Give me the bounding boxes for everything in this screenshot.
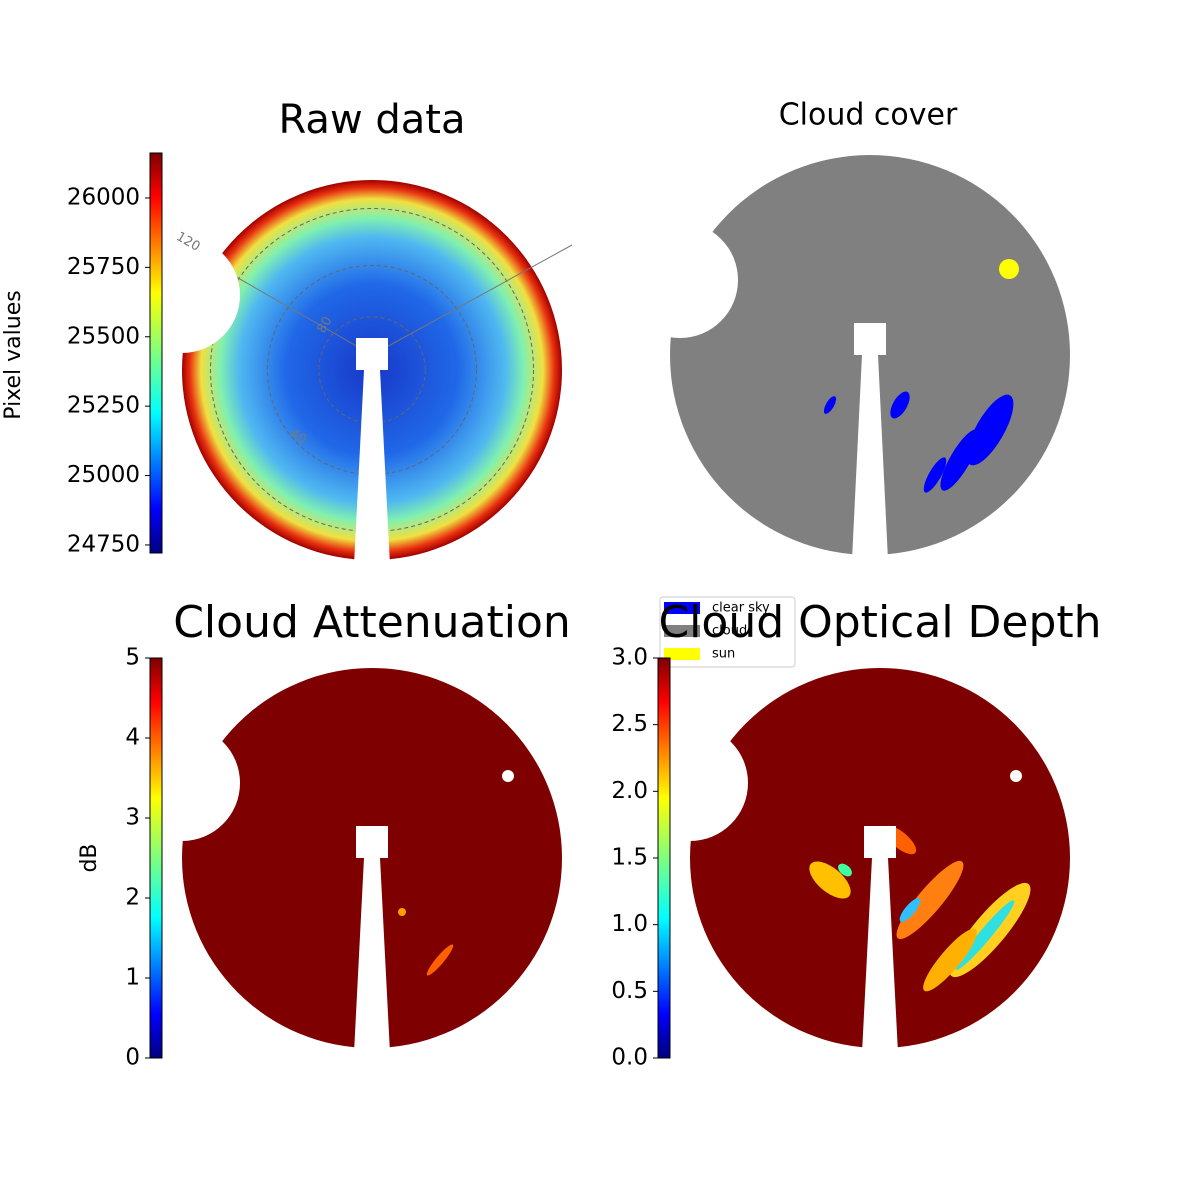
colorbar-tick-label: 24750 <box>67 531 140 557</box>
panel-title: Cloud Attenuation <box>173 597 571 648</box>
colorbar-tick-label: 4 <box>125 725 140 751</box>
legend-label: cloud <box>712 624 747 639</box>
colorbar-tick-label: 2.5 <box>611 711 648 737</box>
region <box>426 944 454 976</box>
region <box>940 429 980 491</box>
mask <box>864 826 896 858</box>
colorbar-tick-label: 0.5 <box>611 978 648 1004</box>
mask <box>852 355 888 560</box>
region <box>923 928 977 992</box>
legend-swatch <box>664 648 700 660</box>
colorbar-label: dB <box>77 843 102 872</box>
region <box>823 396 837 414</box>
region <box>397 908 406 916</box>
colorbar <box>657 657 671 1059</box>
region <box>923 457 947 493</box>
colorbar-tick-label: 1 <box>125 965 140 991</box>
colorbar-tick-label: 3 <box>125 805 140 831</box>
mask <box>124 237 240 353</box>
colorbar <box>149 152 163 554</box>
polar-axis <box>371 244 573 356</box>
legend-label: clear sky <box>712 601 770 616</box>
region <box>899 898 921 922</box>
colorbar-tick-label: 25500 <box>67 323 140 349</box>
legend-swatch <box>664 602 700 614</box>
mask <box>502 770 514 782</box>
colorbar-label: Pixel values <box>1 290 26 419</box>
mask <box>356 826 388 858</box>
mask <box>854 323 886 355</box>
mask <box>1010 770 1022 782</box>
colorbar-tick-label: 2 <box>125 885 140 911</box>
polar-grid <box>318 316 426 424</box>
colorbar-tick-label: 26000 <box>67 184 140 210</box>
colorbar-tick-label: 5 <box>125 645 140 671</box>
colorbar-tick-label: 3.0 <box>611 645 648 671</box>
colorbar <box>149 657 163 1059</box>
colorbar-tick-label: 1.0 <box>611 911 648 937</box>
region <box>955 900 1015 970</box>
mask <box>862 858 898 1053</box>
legend-label: sun <box>712 647 735 662</box>
polar-label: 40 <box>287 426 309 447</box>
colorbar-tick-label: 2.0 <box>611 778 648 804</box>
colorbar-tick-label: 0 <box>125 1045 140 1071</box>
region <box>966 394 1014 466</box>
panel-title: Cloud cover <box>779 98 958 133</box>
colorbar-tick-label: 25000 <box>67 462 140 488</box>
mask <box>632 725 748 841</box>
mask <box>356 338 388 370</box>
mask <box>622 222 738 338</box>
colorbar-tick-label: 0.0 <box>611 1045 648 1071</box>
colorbar-tick-label: 25250 <box>67 393 140 419</box>
mask <box>354 370 390 565</box>
mask <box>354 858 390 1053</box>
colorbar-tick-label: 25750 <box>67 254 140 280</box>
panel-title: Cloud Optical Depth <box>658 597 1101 648</box>
region <box>896 860 964 940</box>
region <box>838 863 852 877</box>
colorbar-tick-label: 1.5 <box>611 845 648 871</box>
region <box>809 861 851 899</box>
region <box>999 259 1019 279</box>
polar-label: 80 <box>314 314 335 336</box>
panel-title: Raw data <box>279 97 466 143</box>
legend-swatch <box>664 625 700 637</box>
region <box>890 391 910 419</box>
mask <box>124 725 240 841</box>
